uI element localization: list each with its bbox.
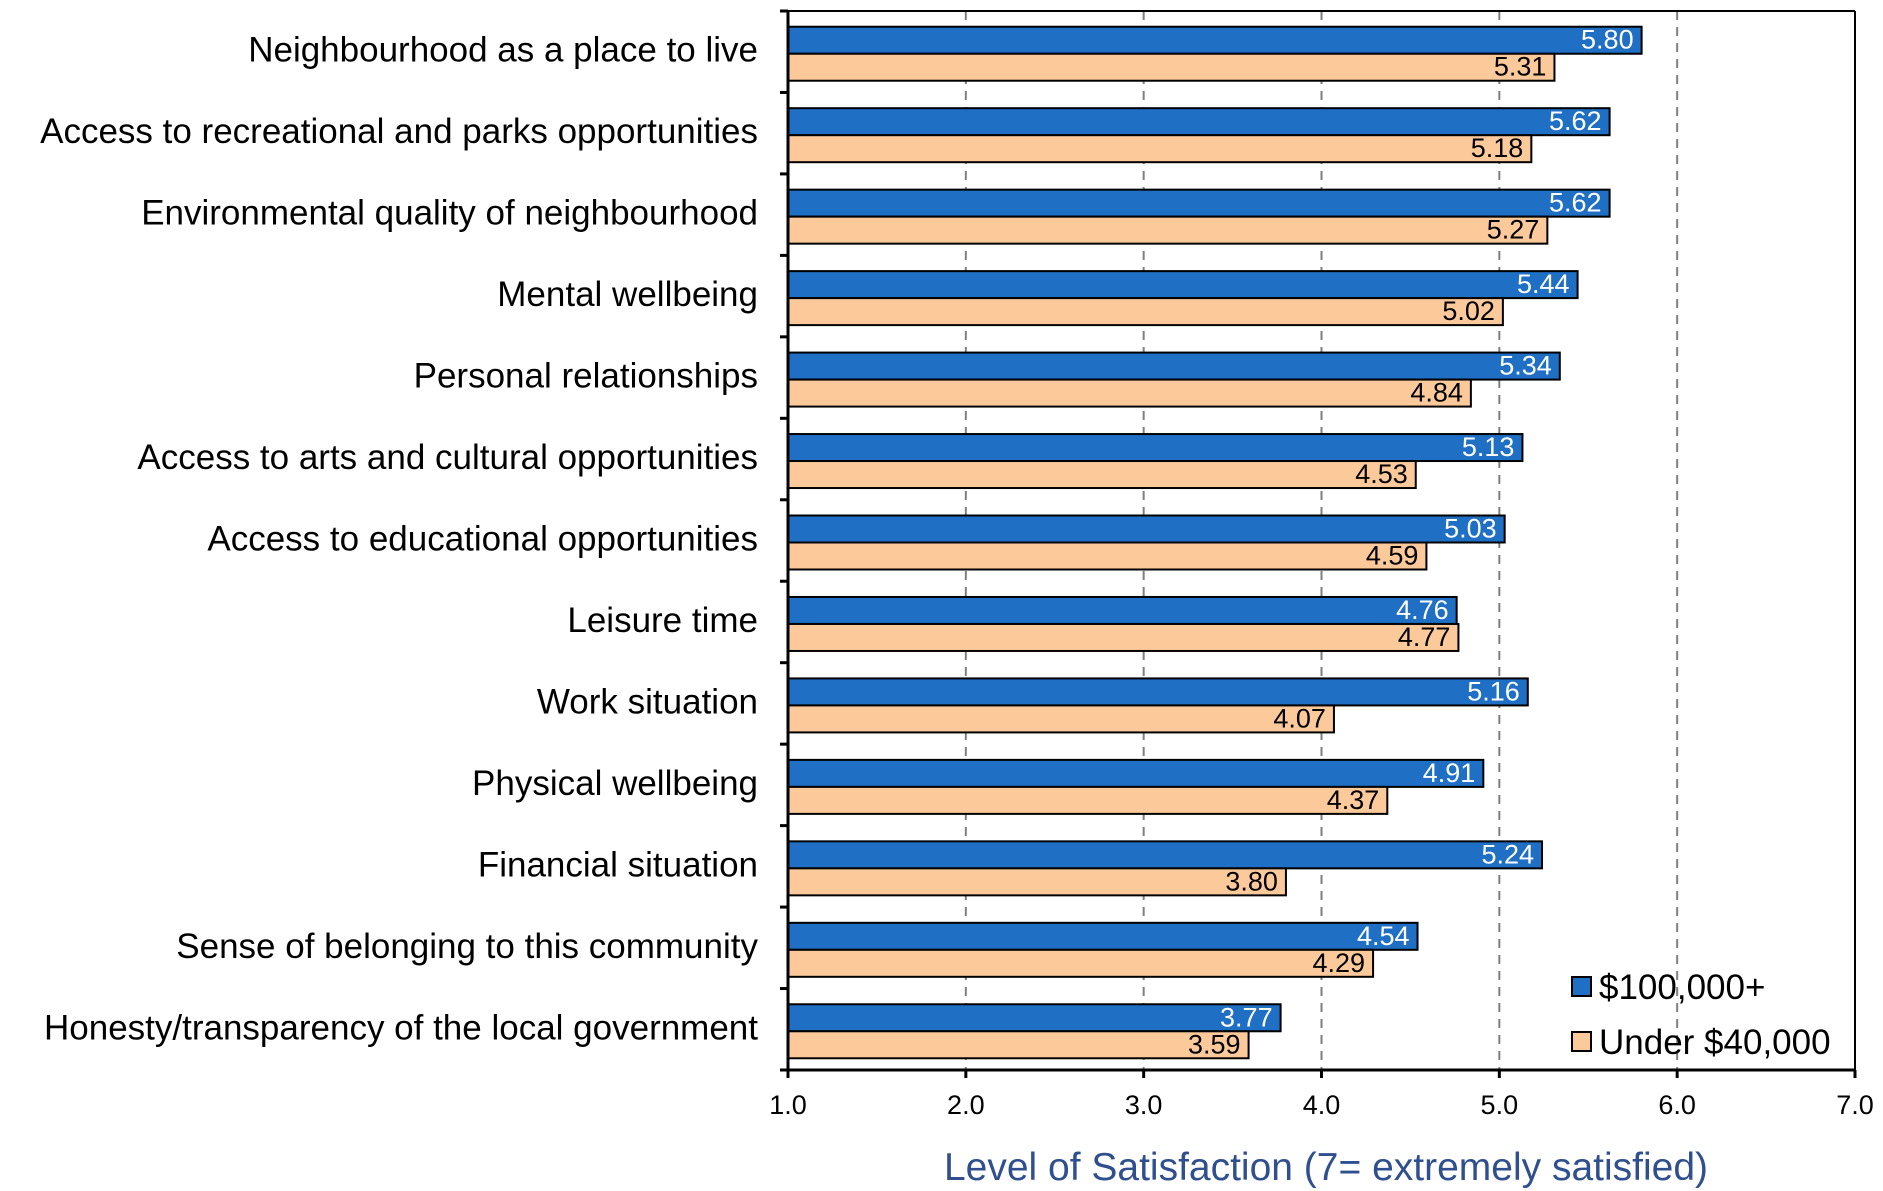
x-tick-label: 4.0	[1303, 1090, 1341, 1120]
data-label: 5.02	[1442, 296, 1495, 326]
category-label: Environmental quality of neighbourhood	[141, 194, 758, 233]
category-label: Work situation	[537, 682, 758, 721]
bar-series-1	[787, 270, 1579, 300]
data-label: 5.03	[1444, 514, 1497, 544]
data-label: 4.53	[1355, 459, 1408, 489]
bar-series-2	[787, 134, 1533, 164]
data-label: 5.80	[1581, 25, 1634, 55]
category-label: Financial situation	[478, 845, 758, 884]
category-label: Mental wellbeing	[497, 275, 758, 314]
data-label: 4.37	[1327, 785, 1380, 815]
bar-series-1	[787, 188, 1611, 218]
x-tick-label: 5.0	[1481, 1090, 1519, 1120]
data-label: 4.54	[1357, 921, 1410, 951]
data-label: 5.27	[1487, 215, 1540, 245]
category-label: Personal relationships	[414, 357, 758, 396]
bar-series-1	[787, 758, 1485, 788]
bar-series-1	[787, 677, 1529, 707]
x-axis-title: Level of Satisfaction (7= extremely sati…	[944, 1146, 1708, 1189]
data-label: 5.62	[1549, 106, 1602, 136]
legend-swatch-series-2	[1571, 1031, 1592, 1052]
axis-layer: 1.0 2.0 3.0 4.0 5.0 6.0 7.0	[769, 9, 1874, 1120]
data-label: 3.77	[1220, 1002, 1273, 1032]
legend-label-series-2: Under $40,000	[1599, 1023, 1831, 1062]
data-label: 4.59	[1366, 541, 1419, 571]
bar-series-2	[787, 460, 1417, 490]
bar-series-2	[787, 785, 1389, 815]
bar-series-1	[787, 921, 1419, 951]
data-label: 5.24	[1481, 839, 1534, 869]
legend-swatch-series-1	[1571, 976, 1592, 997]
data-label: 4.29	[1313, 948, 1366, 978]
category-label: Sense of belonging to this community	[176, 927, 758, 966]
data-label: 4.76	[1396, 595, 1449, 625]
data-label: 5.31	[1494, 52, 1547, 82]
data-label: 5.44	[1517, 269, 1570, 299]
labels-layer: 5.80 5.31 Neighbourhood as a place to live…	[40, 25, 1634, 1060]
bar-series-2	[787, 622, 1460, 652]
bar-series-1	[787, 351, 1561, 381]
bar-series-2	[787, 948, 1375, 978]
data-label: 3.80	[1225, 866, 1278, 896]
category-label: Leisure time	[567, 601, 758, 640]
bar-series-2	[787, 541, 1428, 571]
data-label: 4.07	[1273, 703, 1326, 733]
category-label: Neighbourhood as a place to live	[248, 31, 758, 70]
data-label: 4.84	[1410, 378, 1463, 408]
x-tick-label: 6.0	[1658, 1090, 1696, 1120]
bar-series-1	[787, 25, 1643, 55]
bar-series-2	[787, 297, 1504, 327]
x-tick-label: 1.0	[769, 1090, 807, 1120]
bar-series-1	[787, 514, 1506, 544]
data-label: 5.34	[1499, 351, 1552, 381]
category-label: Access to recreational and parks opportu…	[40, 112, 758, 151]
category-label: Honesty/transparency of the local govern…	[44, 1008, 758, 1047]
data-label: 3.59	[1188, 1029, 1241, 1059]
bar-series-2	[787, 867, 1287, 897]
data-label: 5.18	[1471, 133, 1524, 163]
bar-series-1	[787, 840, 1544, 870]
bar-series-1	[787, 107, 1611, 137]
bar-series-1	[787, 1003, 1282, 1033]
bars-layer	[787, 25, 1643, 1060]
category-label: Physical wellbeing	[472, 764, 758, 803]
bar-series-2	[787, 215, 1549, 245]
bar-series-1	[787, 595, 1458, 625]
legend: $100,000+ Under $40,000	[1571, 968, 1831, 1062]
x-tick-label: 3.0	[1125, 1090, 1163, 1120]
data-label: 5.62	[1549, 188, 1602, 218]
bar-series-1	[787, 433, 1524, 463]
bar-series-2	[787, 1030, 1250, 1060]
data-label: 5.16	[1467, 676, 1520, 706]
data-label: 4.77	[1398, 622, 1451, 652]
x-tick-label: 2.0	[947, 1090, 985, 1120]
legend-label-series-1: $100,000+	[1599, 968, 1765, 1007]
data-label: 5.13	[1462, 432, 1515, 462]
bar-series-2	[787, 378, 1472, 408]
bar-series-2	[787, 52, 1556, 82]
x-tick-label: 7.0	[1836, 1090, 1874, 1120]
bar-series-2	[787, 704, 1335, 734]
category-label: Access to educational opportunities	[207, 520, 758, 559]
data-label: 4.91	[1423, 758, 1476, 788]
category-label: Access to arts and cultural opportunitie…	[137, 438, 758, 477]
